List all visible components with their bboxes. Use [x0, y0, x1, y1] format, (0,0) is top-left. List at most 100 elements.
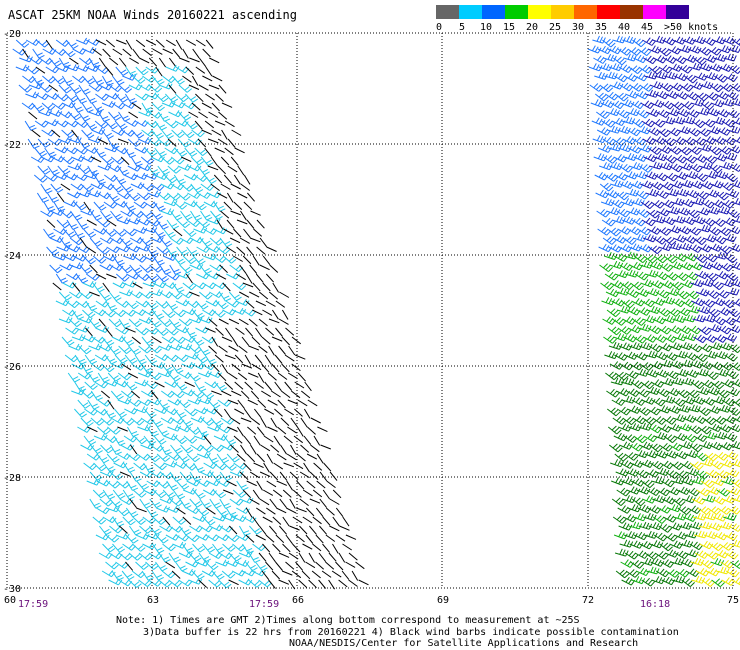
wind-barb [58, 111, 73, 119]
wind-barb [669, 461, 684, 470]
wind-barb [236, 219, 248, 225]
wind-barb [236, 480, 249, 491]
wind-barb [726, 209, 740, 218]
wind-barb [677, 146, 692, 156]
wind-barb [261, 390, 271, 398]
wind-barb [685, 290, 700, 300]
wind-barb [622, 316, 637, 325]
wind-barb [688, 62, 703, 71]
wind-barb [188, 552, 202, 562]
wind-barb [80, 390, 95, 399]
wind-barb [348, 552, 358, 561]
wind-barb [704, 550, 719, 560]
wind-barb [150, 390, 159, 400]
wind-barb [659, 542, 673, 552]
wind-barb [289, 471, 299, 480]
wind-barb [188, 84, 200, 90]
wind-barb [635, 567, 650, 577]
wind-barb [256, 507, 266, 515]
wind-barb [182, 282, 197, 291]
wind-barb [85, 64, 100, 72]
wind-barb [655, 190, 670, 199]
wind-barb [162, 543, 176, 552]
wind-barb [175, 299, 190, 307]
wind-barb [170, 390, 185, 399]
wind-barb [172, 309, 186, 318]
wind-barb [108, 345, 121, 356]
lat-tick-label: -30 [3, 584, 21, 595]
wind-barb [121, 363, 132, 371]
wind-barb [731, 215, 740, 224]
wind-barb [131, 129, 145, 139]
wind-barb [302, 516, 313, 524]
wind-barb [259, 498, 270, 506]
wind-barb [680, 198, 695, 208]
wind-barb [690, 380, 705, 390]
wind-barb [282, 543, 291, 553]
wind-barb [116, 39, 127, 45]
wind-barb [138, 552, 153, 561]
wind-barb [671, 476, 685, 485]
wind-barb [124, 173, 139, 181]
wind-barb [678, 521, 693, 530]
wind-barb [604, 71, 618, 80]
swath-time-label: 17:59 [249, 599, 280, 610]
wind-barb [614, 452, 629, 462]
wind-barb [218, 111, 228, 120]
wind-barb [110, 416, 125, 424]
wind-barb [335, 507, 344, 518]
wind-barb [661, 576, 676, 586]
wind-barb [681, 216, 696, 226]
wind-barb [661, 496, 676, 505]
wind-barb [692, 36, 706, 45]
wind-barb [652, 235, 667, 245]
wind-barb [704, 72, 718, 81]
wind-barb [212, 75, 223, 82]
wind-barb [650, 199, 665, 209]
wind-barb [704, 350, 718, 359]
wind-barb [723, 254, 738, 264]
wind-barb [610, 280, 625, 289]
note-line: NOAA/NESDIS/Center for Satellite Applica… [289, 638, 639, 649]
wind-barb [162, 309, 176, 318]
wind-barb [64, 173, 79, 181]
wind-barb [691, 396, 706, 405]
wind-barb [607, 45, 622, 55]
wind-barb [642, 37, 656, 46]
wind-barb [718, 521, 733, 530]
wind-barb [640, 180, 654, 189]
wind-barb [254, 381, 264, 389]
wind-barb [321, 570, 332, 578]
wind-barb [654, 550, 669, 560]
wind-barb [108, 291, 122, 302]
wind-barb [101, 75, 114, 86]
wind-barb [594, 172, 609, 181]
wind-barb [614, 92, 629, 102]
wind-barb [68, 111, 82, 121]
wind-barb [99, 498, 114, 507]
wind-barb [235, 533, 250, 542]
wind-barb [663, 254, 678, 264]
wind-barb [104, 354, 118, 365]
wind-barb [614, 73, 628, 83]
wind-barb [666, 108, 680, 117]
wind-barb [730, 459, 740, 468]
wind-barb [73, 228, 85, 239]
wind-barb [271, 570, 280, 580]
wind-barb [232, 255, 243, 262]
wind-barb [651, 215, 666, 224]
wind-barb [266, 453, 274, 464]
wind-barb [640, 479, 655, 489]
wind-barb [256, 480, 263, 491]
wind-barb [265, 300, 276, 307]
wind-barb [102, 48, 111, 58]
wind-barb [127, 372, 139, 379]
wind-barb [255, 561, 268, 572]
wind-barb [671, 575, 686, 584]
wind-barb [705, 290, 720, 299]
wind-barb [152, 48, 163, 55]
wind-barb [622, 416, 637, 426]
wind-barb [690, 197, 705, 206]
wind-barb [226, 480, 237, 487]
wind-barb [277, 399, 286, 409]
